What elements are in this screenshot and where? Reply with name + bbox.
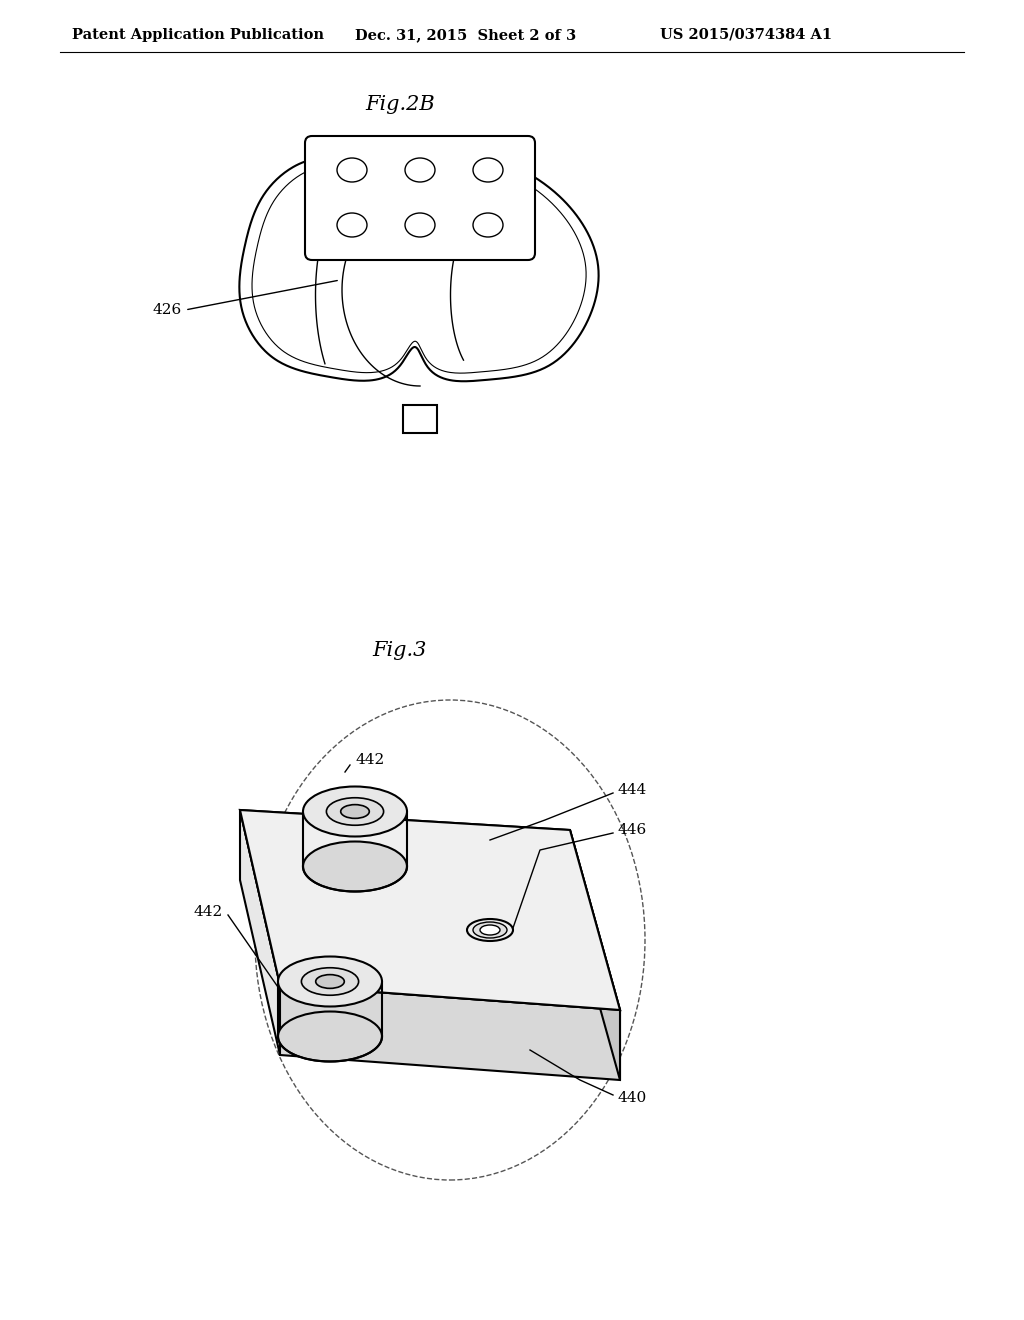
Ellipse shape: [467, 919, 513, 941]
Ellipse shape: [341, 805, 370, 818]
Text: Patent Application Publication: Patent Application Publication: [72, 28, 324, 42]
Text: 426: 426: [153, 304, 182, 317]
Ellipse shape: [278, 957, 382, 1006]
Polygon shape: [240, 810, 620, 1010]
Polygon shape: [280, 985, 620, 1080]
Polygon shape: [240, 810, 280, 1055]
Ellipse shape: [301, 968, 358, 995]
Text: 442: 442: [355, 752, 384, 767]
Ellipse shape: [303, 842, 407, 891]
Ellipse shape: [473, 213, 503, 238]
Bar: [403, 405, 437, 433]
Polygon shape: [570, 830, 620, 1080]
Ellipse shape: [473, 158, 503, 182]
Polygon shape: [240, 810, 620, 1010]
Polygon shape: [240, 147, 599, 381]
Ellipse shape: [337, 213, 367, 238]
Ellipse shape: [337, 158, 367, 182]
Text: Fig.2B: Fig.2B: [366, 95, 435, 115]
Ellipse shape: [480, 925, 500, 935]
Text: 440: 440: [618, 1092, 647, 1105]
Ellipse shape: [406, 158, 435, 182]
Text: US 2015/0374384 A1: US 2015/0374384 A1: [660, 28, 833, 42]
Text: 446: 446: [618, 822, 647, 837]
Ellipse shape: [473, 921, 507, 939]
Ellipse shape: [406, 213, 435, 238]
Ellipse shape: [303, 787, 407, 837]
Text: Dec. 31, 2015  Sheet 2 of 3: Dec. 31, 2015 Sheet 2 of 3: [355, 28, 577, 42]
Text: 444: 444: [618, 783, 647, 797]
FancyBboxPatch shape: [305, 136, 535, 260]
Ellipse shape: [327, 797, 384, 825]
Text: 442: 442: [193, 906, 222, 919]
Text: Fig.3: Fig.3: [373, 640, 427, 660]
Ellipse shape: [278, 1011, 382, 1061]
Ellipse shape: [315, 974, 344, 989]
